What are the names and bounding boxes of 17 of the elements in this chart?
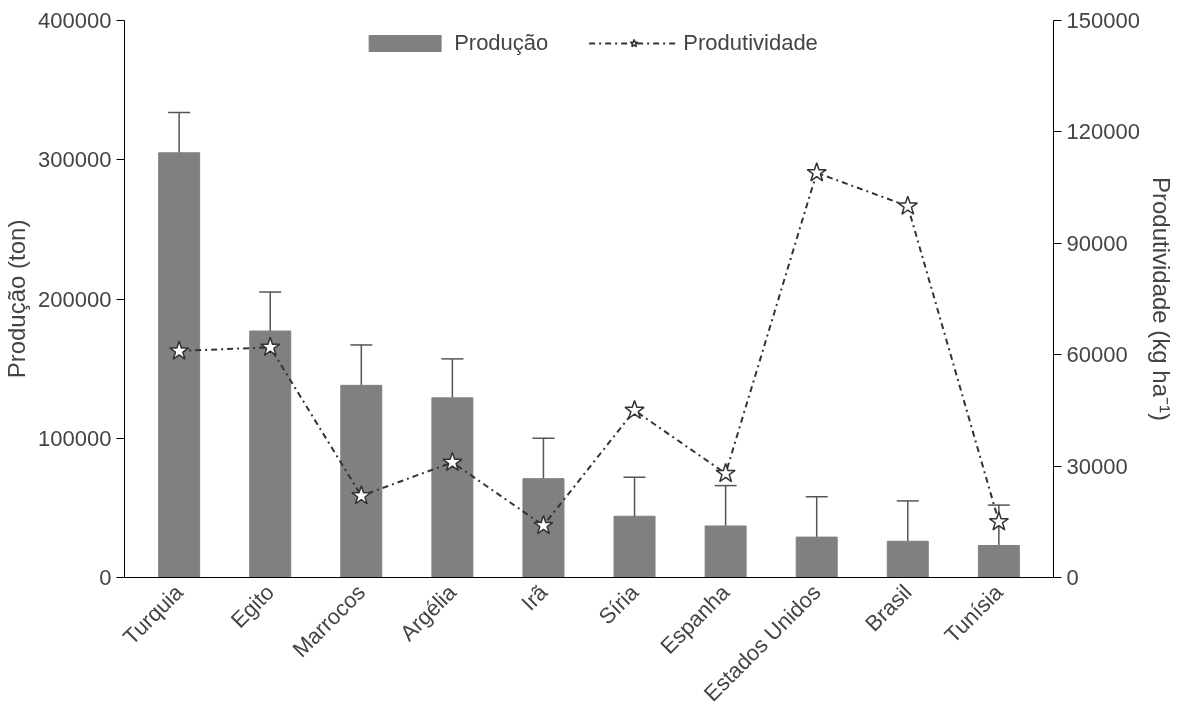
x-tick-label: Síria [593,579,644,630]
y-tick-label: 400000 [38,8,112,33]
y-tick-label: 200000 [38,286,112,312]
y-tick-label: 100000 [38,425,112,451]
y2-tick-label: 90000 [1066,230,1128,256]
y2-tick-label: 150000 [1066,8,1140,33]
x-tick-label: Irã [516,579,553,616]
y2-axis-title: Produtividade (kg ha⁻¹) [1147,176,1175,422]
y2-tick-label: 120000 [1066,119,1140,145]
y2-tick-label: 30000 [1066,453,1128,479]
y2-tick-label: 60000 [1066,342,1128,368]
legend-label: Produtividade [683,30,818,56]
y2-tick-label: 0 [1066,565,1079,590]
y-tick-label: 0 [99,565,112,590]
y-tick-label: 300000 [38,147,112,173]
y-axis-title: Produção (ton) [3,219,31,379]
legend-label: Produção [454,30,549,56]
